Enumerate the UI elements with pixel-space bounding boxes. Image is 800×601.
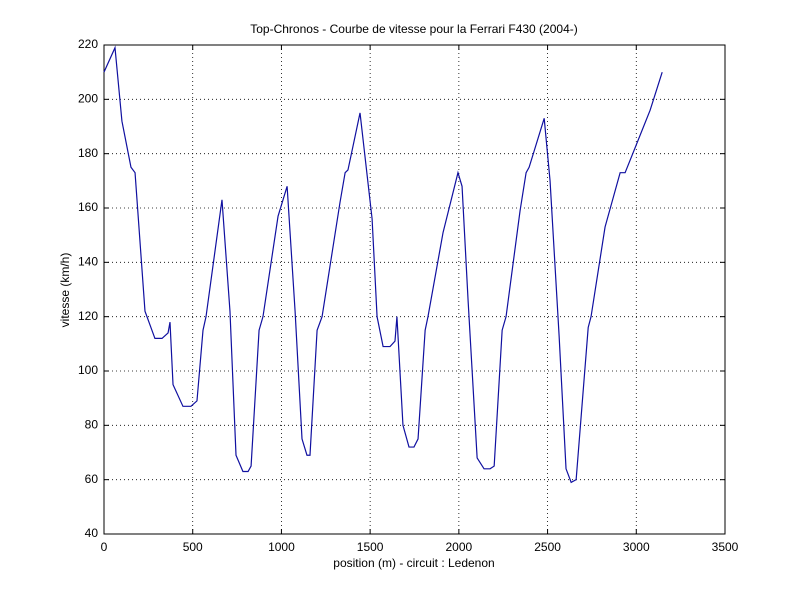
y-tick-label: 140 [78, 255, 98, 269]
x-tick-label: 0 [101, 540, 108, 554]
x-tick-label: 1000 [268, 540, 295, 554]
x-axis-label: position (m) - circuit : Ledenon [333, 556, 494, 570]
x-tick-label: 1500 [357, 540, 384, 554]
plot-frame [103, 44, 726, 535]
y-tick-label: 220 [78, 37, 98, 51]
x-tick-label: 3000 [623, 540, 650, 554]
y-tick-label: 160 [78, 200, 98, 214]
x-tick-label: 2500 [534, 540, 561, 554]
chart-title: Top-Chronos - Courbe de vitesse pour la … [250, 22, 577, 36]
x-tick-label: 3500 [712, 540, 739, 554]
y-tick-label: 40 [85, 526, 99, 540]
x-tick-label: 2000 [446, 540, 473, 554]
y-tick-label: 180 [78, 146, 98, 160]
y-tick-label: 100 [78, 363, 98, 377]
x-tick-label: 500 [183, 540, 203, 554]
y-tick-label: 80 [85, 418, 99, 432]
y-tick-label: 200 [78, 92, 98, 106]
y-tick-label: 60 [85, 472, 99, 486]
speed-line [103, 45, 663, 484]
y-axis-label: vitesse (km/h) [58, 253, 72, 328]
y-tick-label: 120 [78, 309, 98, 323]
